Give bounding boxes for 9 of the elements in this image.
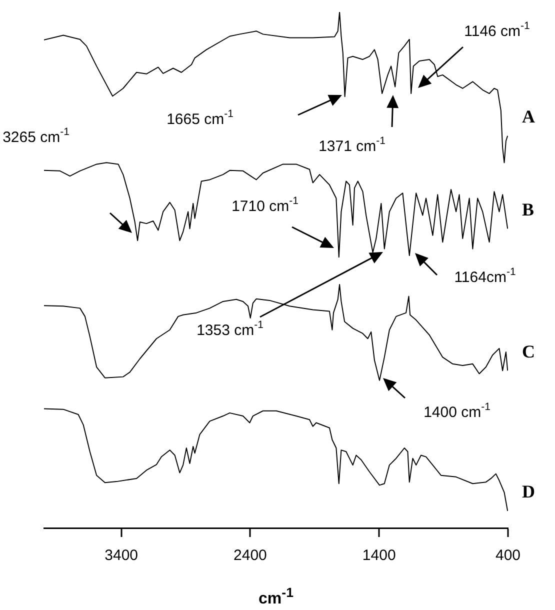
x-tick-label: 2400: [234, 547, 267, 564]
series-label: C: [522, 341, 535, 362]
x-tick-label: 400: [495, 547, 521, 564]
x-axis-title: cm$^{-1}$: [258, 585, 294, 608]
x-tick-label: 1400: [362, 547, 396, 564]
series-label: D: [522, 482, 535, 502]
series-label: B: [522, 199, 534, 220]
x-tick-label: 3400: [104, 547, 138, 564]
series-label: A: [522, 106, 535, 126]
